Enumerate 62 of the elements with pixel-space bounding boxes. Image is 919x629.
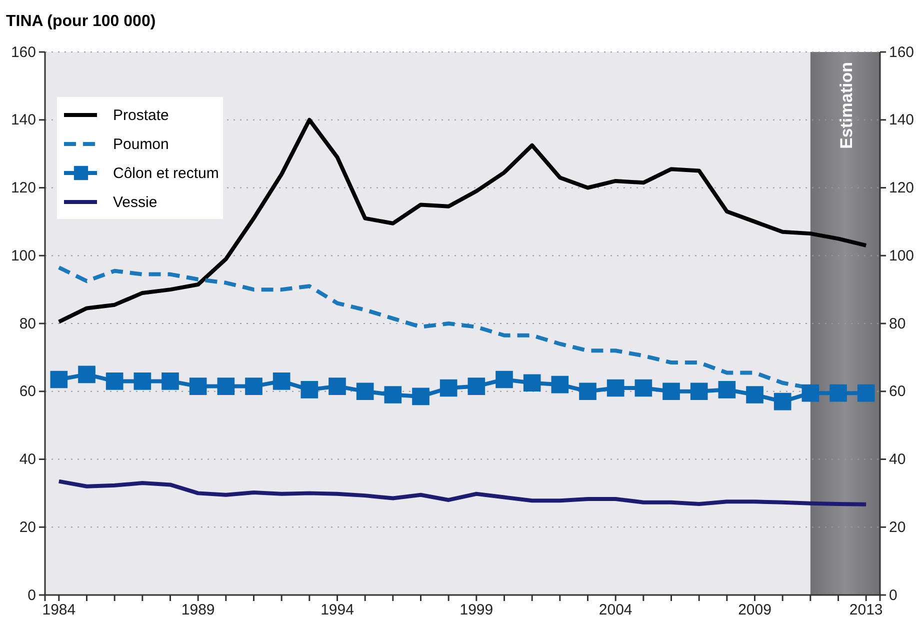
point bbox=[830, 384, 847, 402]
y2-tick-label: 140 bbox=[889, 112, 914, 129]
point bbox=[356, 382, 374, 400]
point bbox=[579, 382, 596, 400]
point bbox=[50, 370, 68, 388]
point bbox=[78, 366, 96, 384]
y-tick-label: 140 bbox=[10, 112, 36, 129]
point bbox=[523, 374, 541, 392]
point bbox=[162, 372, 179, 390]
point bbox=[857, 384, 875, 402]
y-tick-label: 40 bbox=[19, 451, 36, 468]
x-tick-label: 1999 bbox=[460, 602, 494, 619]
point bbox=[718, 381, 736, 398]
x-tick-label: 2009 bbox=[738, 602, 772, 619]
y-tick-label: 120 bbox=[10, 180, 36, 197]
point bbox=[272, 372, 290, 390]
point bbox=[300, 381, 318, 398]
point bbox=[606, 379, 624, 397]
y2-tick-label: 80 bbox=[889, 315, 906, 332]
point bbox=[468, 378, 486, 395]
point bbox=[690, 382, 708, 400]
legend-label: Côlon et rectum bbox=[113, 165, 219, 182]
point bbox=[802, 384, 820, 402]
point bbox=[217, 378, 235, 395]
y2-tick-label: 120 bbox=[889, 180, 914, 197]
y-axis-title: TINA (pour 100 000) bbox=[6, 13, 156, 30]
legend-label: Poumon bbox=[113, 136, 169, 153]
point bbox=[328, 378, 346, 395]
y-tick-label: 80 bbox=[19, 315, 36, 332]
point bbox=[774, 392, 792, 410]
legend-label: Vessie bbox=[113, 194, 158, 211]
band-label: Estimation bbox=[837, 62, 856, 149]
point bbox=[412, 388, 430, 406]
y2-tick-label: 160 bbox=[889, 44, 914, 61]
legend-label: Prostate bbox=[113, 107, 169, 124]
y2-tick-label: 20 bbox=[889, 518, 906, 536]
point bbox=[440, 379, 458, 397]
y2-tick-label: 40 bbox=[889, 451, 906, 468]
point bbox=[746, 386, 764, 404]
y2-tick-label: 100 bbox=[889, 247, 914, 264]
point bbox=[551, 376, 569, 394]
point bbox=[189, 378, 207, 395]
x-tick-label: 1994 bbox=[320, 602, 354, 619]
y-tick-label: 60 bbox=[19, 383, 36, 400]
point bbox=[662, 382, 680, 400]
point bbox=[496, 370, 513, 388]
point bbox=[384, 386, 402, 404]
x-tick-label: 2013 bbox=[849, 602, 883, 619]
y-tick-label: 0 bbox=[28, 586, 36, 604]
y2-tick-label: 0 bbox=[889, 586, 898, 604]
x-tick-label: 1989 bbox=[181, 602, 215, 619]
point bbox=[106, 372, 124, 390]
y2-tick-label: 60 bbox=[889, 383, 906, 400]
y-tick-label: 160 bbox=[10, 44, 36, 61]
line-series bbox=[56, 479, 868, 506]
x-tick-label: 2004 bbox=[598, 602, 632, 619]
point bbox=[245, 378, 262, 395]
y-tick-label: 20 bbox=[19, 518, 36, 536]
point bbox=[134, 372, 152, 390]
x-tick-label: 1984 bbox=[42, 602, 76, 619]
point bbox=[634, 379, 652, 397]
y-tick-label: 100 bbox=[10, 247, 36, 264]
